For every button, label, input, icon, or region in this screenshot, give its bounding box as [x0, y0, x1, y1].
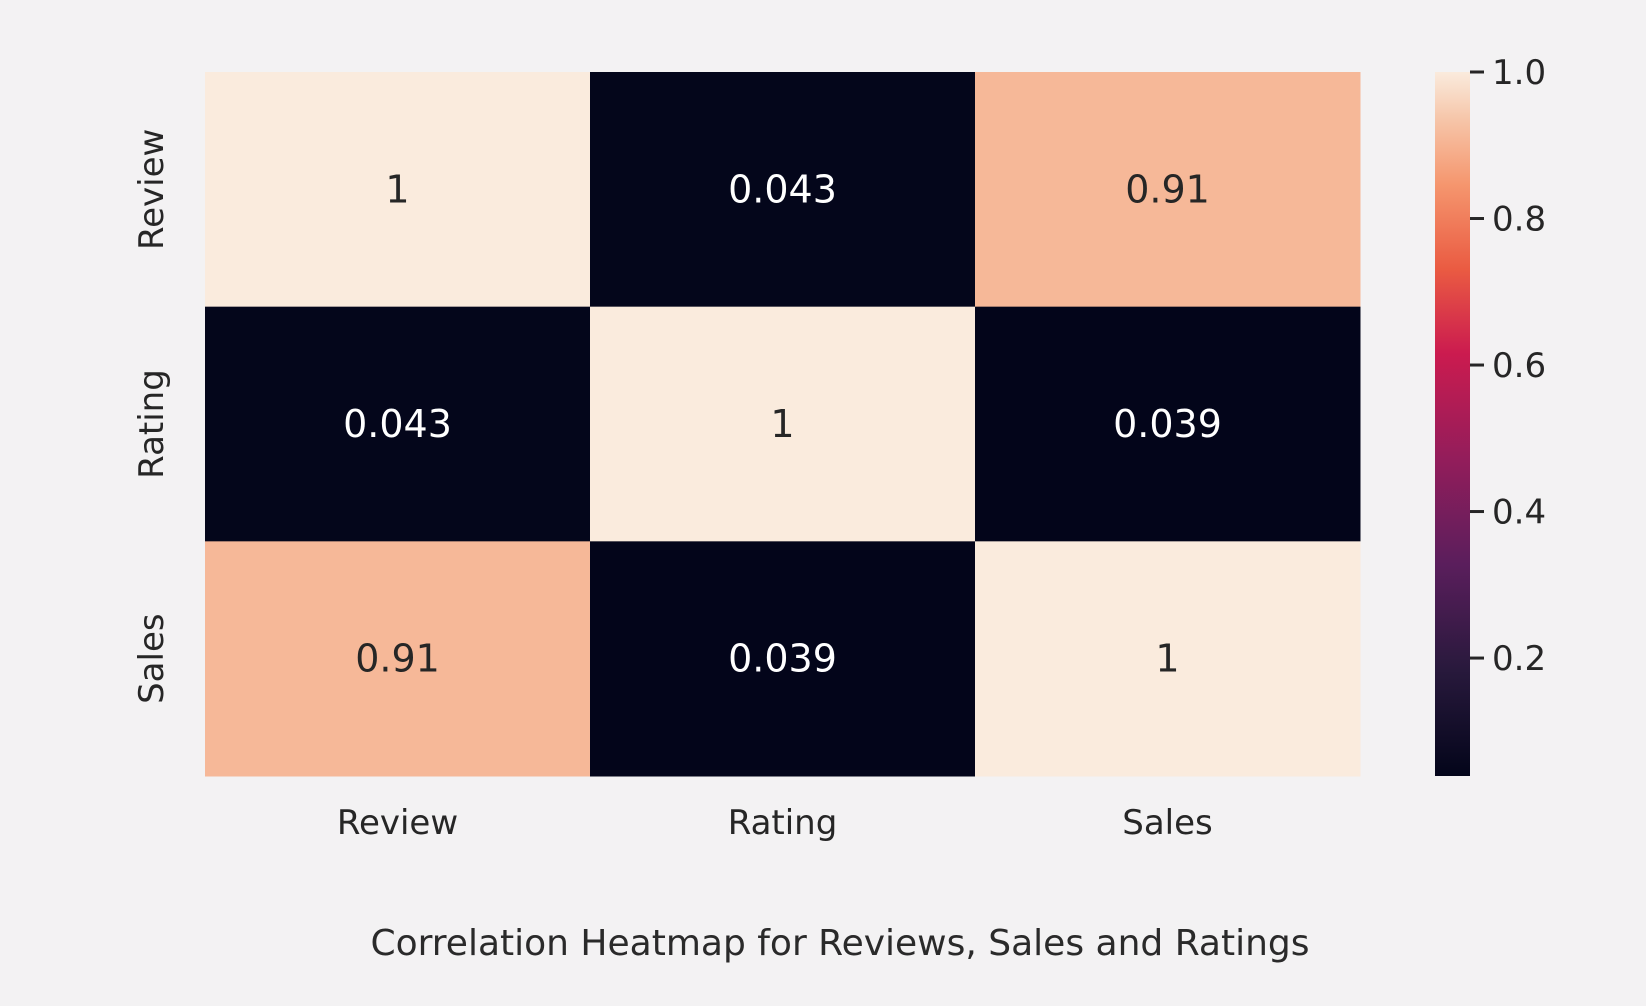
colorbar-tick-label-4: 1.0: [1492, 53, 1546, 93]
colorbar-gradient: [1435, 72, 1470, 776]
heatmap-annotation-2-1: 0.039: [728, 637, 837, 681]
x-tick-label-rating: Rating: [728, 803, 838, 843]
heatmap-cell-0-0: [205, 72, 591, 308]
y-axis-tick-labels: Review Rating Sales: [132, 129, 172, 704]
colorbar-ticks: 0.2 0.4 0.6 0.8 1.0: [1470, 53, 1546, 679]
heatmap-annotation-0-1: 0.043: [728, 167, 837, 211]
heatmap-cell-2-0: [205, 541, 591, 777]
colorbar-tick-label-3: 0.8: [1492, 200, 1546, 240]
x-tick-label-review: Review: [337, 803, 458, 843]
heatmap-cell-2-2: [975, 541, 1361, 777]
y-tick-label-sales: Sales: [132, 613, 172, 704]
colorbar-tick-label-1: 0.4: [1492, 493, 1546, 533]
y-tick-label-rating: Rating: [132, 369, 172, 479]
heatmap-cell-1-1: [590, 306, 976, 542]
heatmap-annotation-1-1: 1: [770, 402, 794, 446]
colorbar-tick-label-2: 0.6: [1492, 346, 1546, 386]
heatmap-annotation-2-0: 0.91: [355, 637, 440, 681]
heatmap-annotation-0-0: 1: [385, 167, 409, 211]
heatmap-cell-0-2: [975, 72, 1361, 308]
chart-caption: Correlation Heatmap for Reviews, Sales a…: [370, 923, 1309, 964]
colorbar: 0.2 0.4 0.6 0.8 1.0: [1435, 53, 1546, 776]
x-axis-tick-labels: Review Rating Sales: [337, 803, 1213, 843]
x-tick-label-sales: Sales: [1122, 803, 1213, 843]
heatmap-annotation-1-2: 0.039: [1113, 402, 1222, 446]
heatmap-cell-1-2: [975, 306, 1361, 542]
heatmap-cell-2-1: [590, 541, 976, 777]
y-tick-label-review: Review: [132, 129, 172, 250]
heatmap-annotations: 1 0.043 0.91 0.043 1 0.039 0.91 0.039 1: [343, 167, 1222, 680]
heatmap-annotation-2-2: 1: [1155, 637, 1179, 681]
heatmap-cell-0-1: [590, 72, 976, 308]
heatmap-annotation-0-2: 0.91: [1125, 167, 1210, 211]
colorbar-tick-label-0: 0.2: [1492, 639, 1546, 679]
heatmap-annotation-1-0: 0.043: [343, 402, 452, 446]
heatmap-cells: [205, 72, 1361, 777]
heatmap-cell-1-0: [205, 306, 591, 542]
